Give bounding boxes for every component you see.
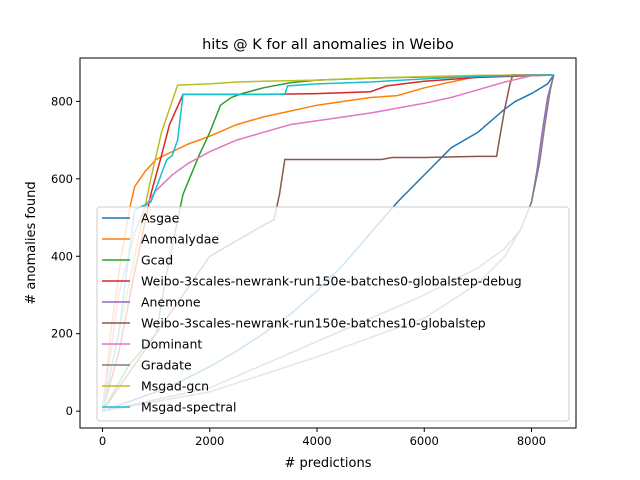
x-axis-label: # predictions <box>284 456 371 471</box>
legend-label: Weibo-3scales-newrank-run150e-batches10-… <box>141 316 486 331</box>
legend-label: Msgad-gcn <box>141 379 209 394</box>
legend-label: Dominant <box>141 337 202 352</box>
legend-box <box>96 206 570 422</box>
legend: Asgae Anomalydae Gcad Weibo-3scales-newrank… <box>96 206 570 422</box>
x-axis: 0 2000 4000 6000 8000 <box>99 428 546 448</box>
x-tick-label: 4000 <box>302 434 331 448</box>
series-line-1 <box>101 74 554 412</box>
legend-label: Msgad-spectral <box>141 400 237 415</box>
y-tick-label: 800 <box>51 94 73 108</box>
chart-title: hits @ K for all anomalies in Weibo <box>202 37 454 53</box>
axes-frame <box>79 57 577 429</box>
legend-label: Asgae <box>141 211 180 226</box>
y-tick-label: 200 <box>51 327 73 341</box>
y-axis: 0 200 400 600 800 <box>51 94 80 418</box>
x-tick-label: 8000 <box>517 434 546 448</box>
y-tick-label: 400 <box>51 249 73 263</box>
legend-label: Anomalydae <box>141 232 219 247</box>
x-tick-label: 2000 <box>195 434 224 448</box>
x-tick-label: 6000 <box>410 434 439 448</box>
legend-label: Gcad <box>141 253 173 268</box>
y-tick-label: 0 <box>66 404 73 418</box>
x-tick-label: 0 <box>99 434 106 448</box>
series-line-9 <box>101 74 554 412</box>
y-tick-label: 600 <box>51 172 73 186</box>
legend-label: Gradate <box>141 358 192 373</box>
legend-label: Anemone <box>141 295 201 310</box>
legend-label: Weibo-3scales-newrank-run150e-batches0-g… <box>141 274 522 289</box>
y-axis-label: # anomalies found <box>24 181 39 304</box>
